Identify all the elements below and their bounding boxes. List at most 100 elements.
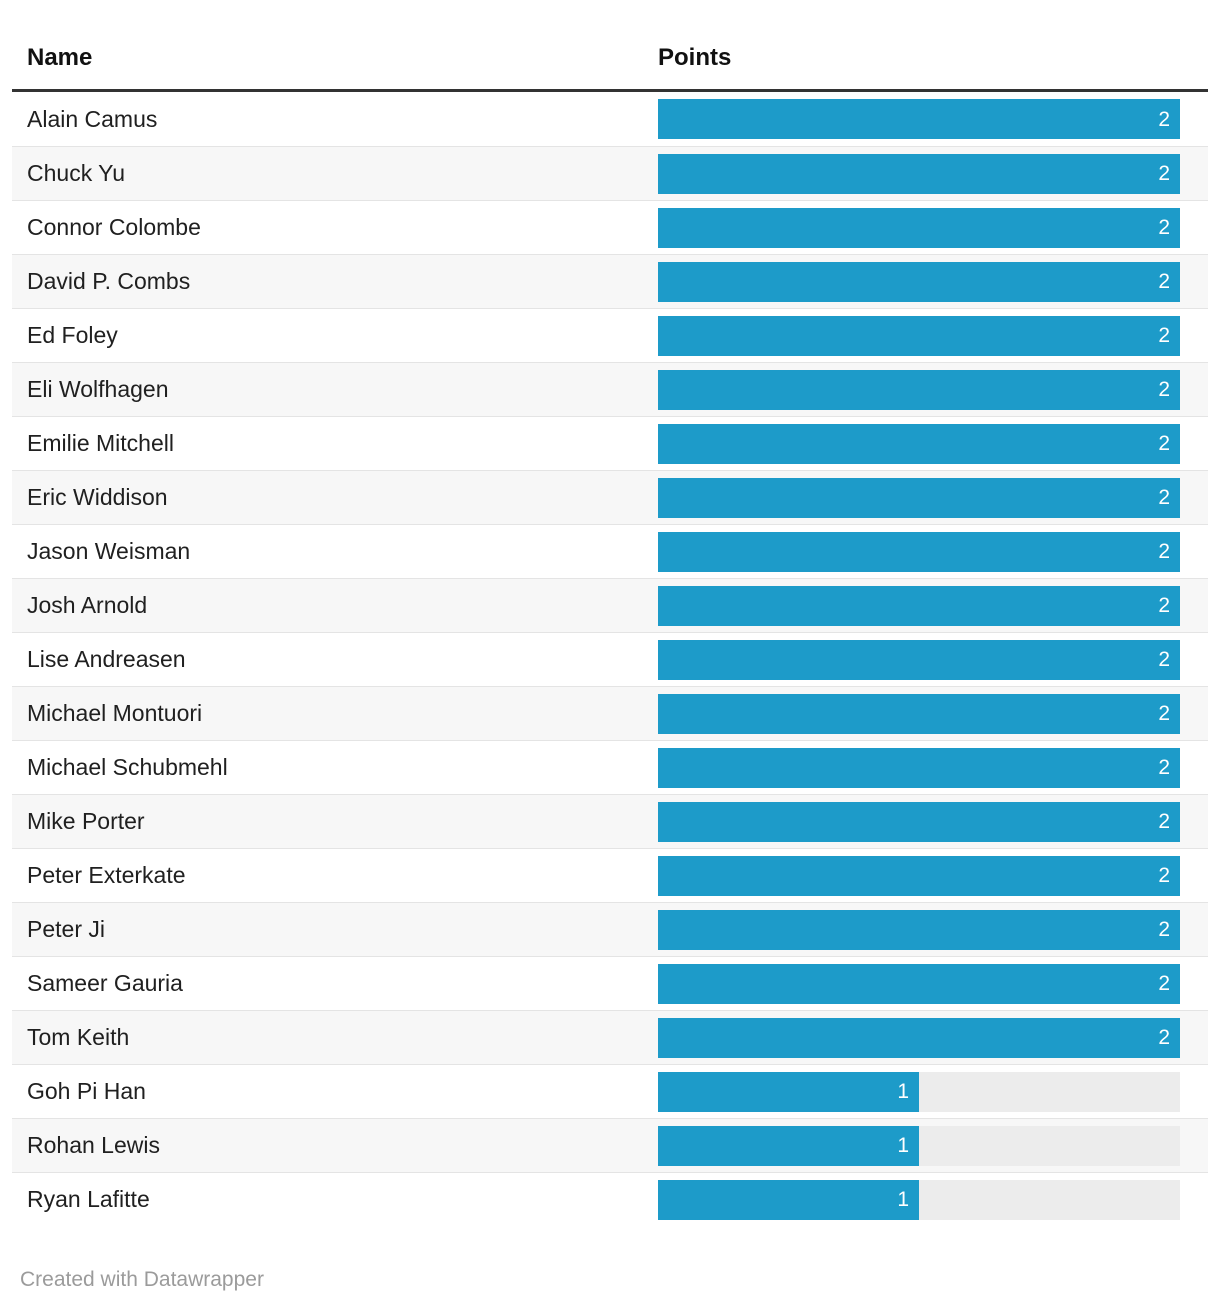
bar-value: 2: [1158, 540, 1170, 563]
bar-fill: 2: [658, 909, 1180, 950]
row-bar-cell: 2: [658, 855, 1208, 896]
bar-track: 2: [658, 747, 1180, 788]
bar-value: 2: [1158, 270, 1170, 293]
bar-value: 2: [1158, 432, 1170, 455]
row-bar-cell: 2: [658, 585, 1208, 626]
table-row: Michael Montuori 2: [12, 686, 1208, 740]
bar-value: 2: [1158, 107, 1170, 131]
bar-track: 2: [658, 801, 1180, 842]
bar-fill: 2: [658, 639, 1180, 680]
row-name: Alain Camus: [27, 105, 158, 132]
bar-track: 2: [658, 153, 1180, 194]
table-row: Ed Foley 2: [12, 308, 1208, 362]
bar-fill: 1: [658, 1125, 919, 1166]
row-name: Connor Colombe: [27, 214, 201, 240]
table-row: Michael Schubmehl 2: [12, 740, 1208, 794]
row-name: Peter Exterkate: [27, 862, 186, 888]
row-name: Sameer Gauria: [27, 970, 183, 996]
row-name: Ed Foley: [27, 322, 118, 348]
table-row: Josh Arnold 2: [12, 578, 1208, 632]
bar-value: 1: [897, 1080, 909, 1103]
row-bar-cell: 1: [658, 1071, 1208, 1112]
bar-track: 2: [658, 639, 1180, 680]
row-name: Emilie Mitchell: [27, 430, 174, 456]
bar-fill: 2: [658, 801, 1180, 842]
row-name: Josh Arnold: [27, 592, 148, 618]
bar-fill: 2: [658, 963, 1180, 1004]
bar-track: 2: [658, 1017, 1180, 1058]
bar-track: 2: [658, 693, 1180, 734]
bar-fill: 2: [658, 747, 1180, 788]
row-name: David P. Combs: [27, 268, 191, 294]
datawrapper-credit-link[interactable]: Created with Datawrapper: [20, 1268, 264, 1291]
row-name: Michael Montuori: [27, 700, 203, 726]
row-name: Eric Widdison: [27, 484, 168, 510]
row-bar-cell: 2: [658, 153, 1208, 194]
bar-value: 2: [1158, 702, 1170, 725]
bar-fill: 2: [658, 1017, 1180, 1058]
row-name: Rohan Lewis: [27, 1132, 160, 1158]
row-name: Tom Keith: [27, 1024, 130, 1050]
row-bar-cell: 2: [658, 99, 1208, 139]
bar-track: 2: [658, 855, 1180, 896]
bar-value: 2: [1158, 378, 1170, 401]
row-bar-cell: 2: [658, 477, 1208, 518]
bar-fill: 2: [658, 423, 1180, 464]
bar-track: 1: [658, 1071, 1180, 1112]
bar-track: 2: [658, 531, 1180, 572]
row-bar-cell: 2: [658, 315, 1208, 356]
bar-value: 2: [1158, 918, 1170, 941]
bar-fill: 1: [658, 1071, 919, 1112]
row-bar-cell: 2: [658, 369, 1208, 410]
row-bar-cell: 1: [658, 1125, 1208, 1166]
bar-value: 2: [1158, 864, 1170, 887]
bar-track: 2: [658, 477, 1180, 518]
bar-track: 2: [658, 909, 1180, 950]
bar-fill: 2: [658, 531, 1180, 572]
bar-track: 2: [658, 315, 1180, 356]
table-row: Emilie Mitchell 2: [12, 416, 1208, 470]
table-row: Chuck Yu 2: [12, 146, 1208, 200]
bar-value: 2: [1158, 162, 1170, 185]
table-row: Ryan Lafitte 1: [12, 1172, 1208, 1226]
bar-track: 1: [658, 1179, 1180, 1220]
table-row: David P. Combs 2: [12, 254, 1208, 308]
bar-fill: 2: [658, 315, 1180, 356]
points-table: Name Points Alain Camus 2 Chuck Yu 2 Con…: [12, 0, 1208, 1226]
bar-track: 2: [658, 585, 1180, 626]
row-bar-cell: 2: [658, 1017, 1208, 1058]
bar-value: 2: [1158, 648, 1170, 671]
column-header-name: Name: [27, 44, 93, 71]
bar-value: 2: [1158, 324, 1170, 347]
bar-value: 2: [1158, 972, 1170, 995]
row-bar-cell: 1: [658, 1179, 1208, 1220]
row-bar-cell: 2: [658, 261, 1208, 302]
table-row: Goh Pi Han 1: [12, 1064, 1208, 1118]
bar-track: 2: [658, 99, 1180, 139]
bar-value: 2: [1158, 1026, 1170, 1049]
bar-value: 2: [1158, 810, 1170, 833]
table-body: Alain Camus 2 Chuck Yu 2 Connor Colombe …: [12, 92, 1208, 1226]
bar-fill: 2: [658, 99, 1180, 139]
bar-track: 2: [658, 369, 1180, 410]
table-row: Alain Camus 2: [12, 92, 1208, 146]
table-row: Eric Widdison 2: [12, 470, 1208, 524]
bar-value: 2: [1158, 216, 1170, 239]
row-name: Eli Wolfhagen: [27, 376, 169, 402]
bar-track: 1: [658, 1125, 1180, 1166]
bar-value: 1: [897, 1188, 909, 1211]
row-bar-cell: 2: [658, 531, 1208, 572]
row-bar-cell: 2: [658, 909, 1208, 950]
row-bar-cell: 2: [658, 747, 1208, 788]
row-bar-cell: 2: [658, 801, 1208, 842]
row-name: Chuck Yu: [27, 160, 126, 186]
bar-fill: 2: [658, 585, 1180, 626]
bar-value: 2: [1158, 756, 1170, 779]
row-name: Michael Schubmehl: [27, 754, 228, 780]
bar-fill: 2: [658, 855, 1180, 896]
row-name: Jason Weisman: [27, 538, 191, 564]
table-row: Connor Colombe 2: [12, 200, 1208, 254]
bar-track: 2: [658, 261, 1180, 302]
table-row: Jason Weisman 2: [12, 524, 1208, 578]
bar-fill: 2: [658, 153, 1180, 194]
